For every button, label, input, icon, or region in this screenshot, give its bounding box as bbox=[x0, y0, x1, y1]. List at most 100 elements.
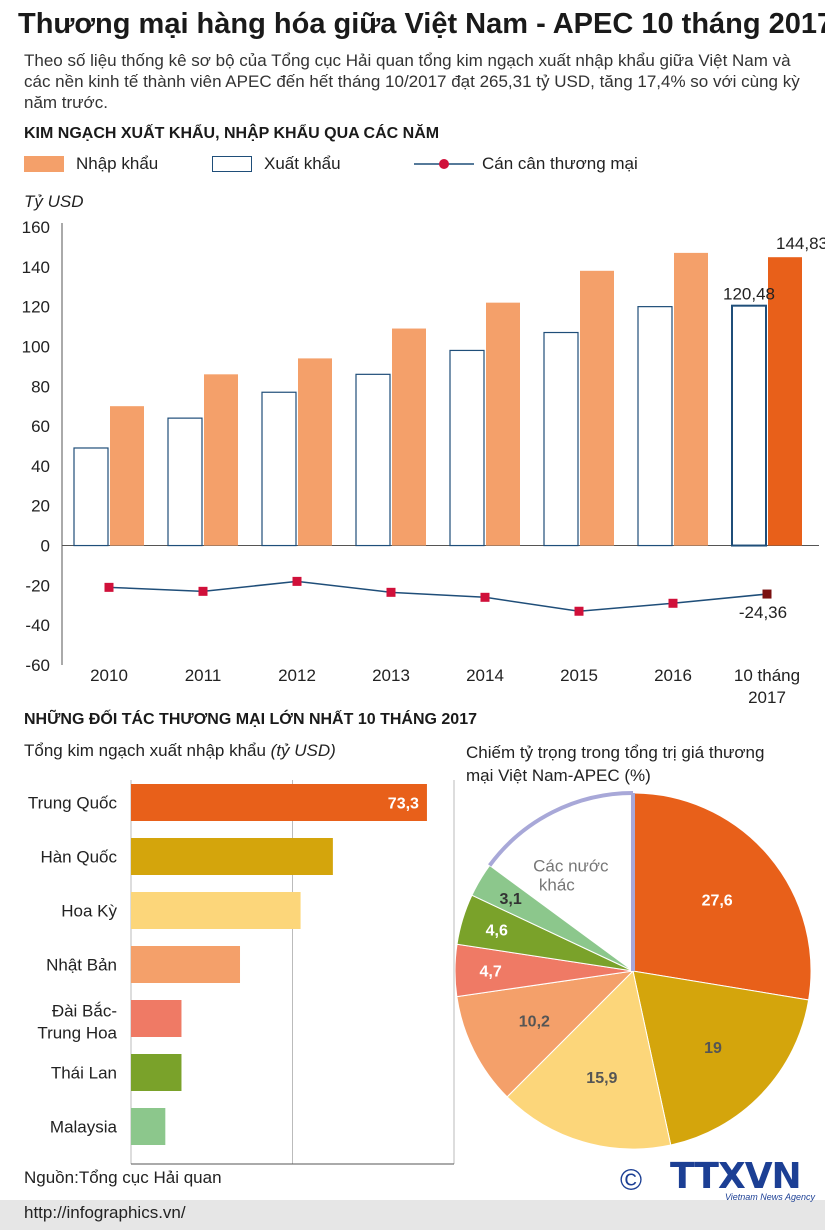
x-tick-label: 2017 bbox=[748, 688, 786, 705]
y-tick-label: 80 bbox=[31, 377, 50, 396]
legend-label-balance: Cán cân thương mại bbox=[482, 154, 638, 173]
balance-marker bbox=[104, 582, 114, 592]
partner-bar bbox=[131, 946, 241, 983]
ttxvn-logo: TTXVN Vietnam News Agency bbox=[670, 1159, 815, 1203]
legend-item-balance: Cán cân thương mại bbox=[414, 154, 638, 174]
pie-other-label: khác bbox=[539, 876, 575, 895]
partner-label: Trung Quốc bbox=[28, 794, 118, 813]
partner-bar-subtitle: Tổng kim ngạch xuất nhập khẩu (tỷ USD) bbox=[24, 741, 336, 761]
logo-subtext: Vietnam News Agency bbox=[724, 1192, 815, 1202]
x-tick-label: 2015 bbox=[560, 666, 598, 685]
source-note: Nguồn:Tổng cục Hải quan bbox=[24, 1168, 222, 1187]
pie-slice-label: 4,7 bbox=[479, 964, 501, 981]
partner-label: Thái Lan bbox=[51, 1064, 117, 1083]
balance-data-label: -24,36 bbox=[739, 603, 787, 622]
pie-other-label: Các nước bbox=[533, 857, 609, 876]
import-data-label: 144,83 bbox=[776, 234, 825, 253]
pie-slice-label: 10,2 bbox=[519, 1013, 550, 1030]
x-tick-label: 2016 bbox=[654, 666, 692, 685]
footer-bar bbox=[0, 1200, 825, 1230]
y-tick-label: 60 bbox=[31, 417, 50, 436]
partner-data-label: 73,3 bbox=[388, 796, 419, 813]
pie-slice-label: 15,9 bbox=[586, 1070, 617, 1087]
y-tick-label: 120 bbox=[22, 298, 50, 317]
pie-slice-label: 27,6 bbox=[702, 893, 733, 910]
balance-marker bbox=[386, 587, 396, 597]
y-tick-label: 160 bbox=[22, 218, 50, 237]
pie-subtitle: Chiếm tỷ trọng trong tổng trị giá thương… bbox=[466, 743, 765, 785]
copyright-icon: © bbox=[620, 1164, 643, 1197]
pie-slice bbox=[489, 793, 633, 971]
partner-label: Hoa Kỳ bbox=[61, 902, 117, 921]
legend-swatch-import bbox=[24, 156, 64, 172]
x-tick-label: 2013 bbox=[372, 666, 410, 685]
y-tick-label: 20 bbox=[31, 497, 50, 516]
section-title-trade: KIM NGẠCH XUẤT KHẨU, NHẬP KHẨU QUA CÁC N… bbox=[24, 125, 440, 142]
partner-label: Đài Bắc- bbox=[52, 1002, 117, 1021]
export-bar bbox=[73, 447, 109, 547]
pie-other-arc bbox=[488, 791, 634, 867]
partner-bar bbox=[131, 784, 427, 821]
export-bar bbox=[449, 349, 485, 547]
balance-marker bbox=[480, 592, 490, 602]
x-tick-label: 2010 bbox=[90, 666, 128, 685]
balance-marker bbox=[668, 598, 678, 608]
partner-bar bbox=[131, 838, 333, 875]
import-bar bbox=[674, 252, 708, 546]
partner-label: Trung Hoa bbox=[37, 1024, 117, 1043]
export-bar bbox=[637, 306, 673, 547]
export-bar bbox=[543, 331, 579, 547]
legend-item-import: Nhập khẩu bbox=[24, 154, 158, 174]
balance-marker bbox=[292, 576, 302, 586]
legend-item-export: Xuất khẩu bbox=[212, 154, 341, 174]
intro-text: Theo số liệu thống kê sơ bộ của Tổng cục… bbox=[24, 51, 800, 112]
x-tick-label: 2014 bbox=[466, 666, 504, 685]
y-tick-label: 40 bbox=[31, 457, 50, 476]
export-data-label: 120,48 bbox=[723, 285, 775, 304]
partner-bar-subtitle-main: Tổng kim ngạch xuất nhập khẩu bbox=[24, 741, 271, 760]
balance-marker bbox=[198, 586, 208, 596]
export-bar bbox=[355, 373, 391, 547]
trade-chart: Tỷ USD 160 140 120 100 80 60 40 20 0 -20 -40 -60 2010… bbox=[22, 192, 825, 705]
section-title-partners: NHỮNG ĐỐI TÁC THƯƠNG MẠI LỚN NHẤT 10 THÁ… bbox=[24, 711, 477, 728]
legend-swatch-export bbox=[212, 156, 252, 172]
x-tick-label: 2011 bbox=[185, 666, 222, 685]
import-bar bbox=[392, 328, 426, 546]
legend-label-import: Nhập khẩu bbox=[76, 154, 159, 173]
pie-slice bbox=[471, 864, 634, 972]
website-link[interactable]: http://infographics.vn/ bbox=[24, 1203, 186, 1222]
export-bar bbox=[167, 417, 203, 547]
partner-bar bbox=[131, 1054, 182, 1091]
x-tick-label: 2012 bbox=[278, 666, 316, 685]
import-bar bbox=[768, 257, 802, 546]
partner-label: Malaysia bbox=[50, 1118, 118, 1137]
import-bar bbox=[486, 302, 520, 546]
pie-slice-label: 3,1 bbox=[500, 891, 522, 908]
page-title: Thương mại hàng hóa giữa Việt Nam - APEC… bbox=[18, 8, 825, 40]
x-tick-label: 10 tháng bbox=[734, 666, 800, 685]
import-bar bbox=[580, 270, 614, 546]
partner-bar bbox=[131, 1108, 166, 1145]
export-bar bbox=[261, 391, 297, 547]
y-axis-unit-label: Tỷ USD bbox=[24, 192, 84, 211]
y-tick-label: -40 bbox=[25, 616, 50, 635]
balance-marker bbox=[574, 606, 584, 616]
pie-slice bbox=[456, 970, 635, 1098]
pie-slice-label: 19 bbox=[704, 1040, 722, 1057]
partner-bar-subtitle-unit: (tỷ USD) bbox=[270, 741, 336, 760]
partner-label: Hàn Quốc bbox=[40, 848, 117, 867]
pie-slice bbox=[632, 792, 812, 1001]
y-tick-label: 0 bbox=[41, 537, 50, 556]
y-tick-label: 100 bbox=[22, 337, 50, 356]
balance-line bbox=[108, 580, 768, 613]
y-tick-label: -20 bbox=[25, 576, 50, 595]
legend-swatch-balance bbox=[414, 159, 474, 169]
partner-bar bbox=[131, 892, 301, 929]
import-bar bbox=[204, 374, 238, 546]
legend-label-export: Xuất khẩu bbox=[264, 154, 341, 173]
pie-slice-label: 4,6 bbox=[486, 923, 508, 940]
export-bar bbox=[731, 304, 767, 547]
partner-label: Nhật Bản bbox=[46, 956, 117, 975]
